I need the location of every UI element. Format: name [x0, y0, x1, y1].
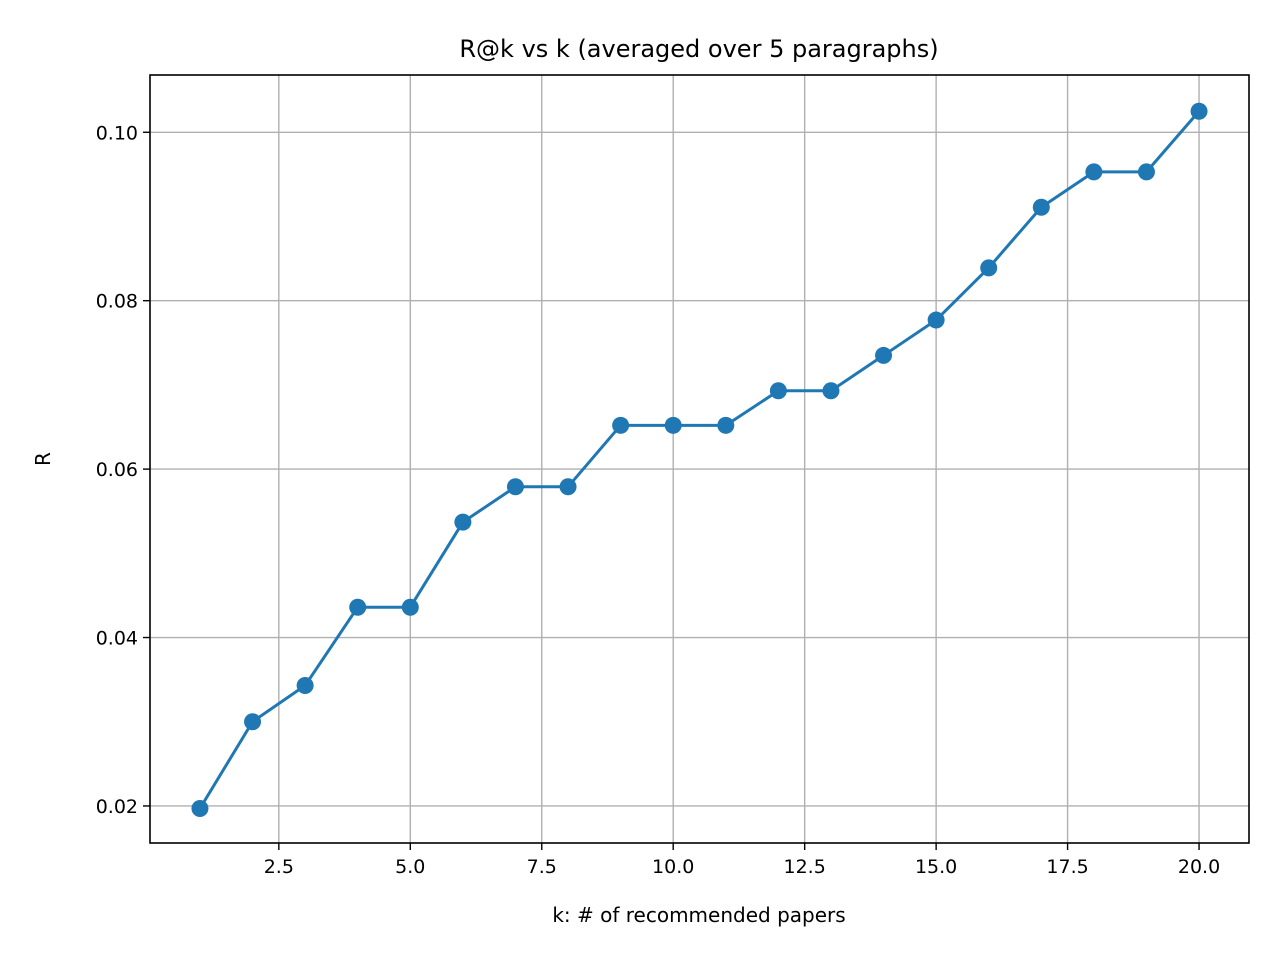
data-point	[1085, 163, 1103, 181]
data-point	[1190, 102, 1208, 120]
chart-title: R@k vs k (averaged over 5 paragraphs)	[459, 35, 938, 63]
y-tick-label: 0.10	[96, 122, 138, 144]
x-tick-label: 12.5	[784, 856, 826, 878]
y-tick-label: 0.02	[96, 796, 138, 818]
data-point	[980, 259, 998, 277]
x-tick-label: 17.5	[1046, 856, 1088, 878]
x-axis: 2.5 5.0 7.5 10.0 12.5 15.0 17.5 20.0	[264, 843, 1220, 878]
data-point	[875, 346, 893, 364]
data-point	[454, 513, 472, 531]
data-point	[717, 416, 735, 434]
x-tick-label: 2.5	[264, 856, 294, 878]
data-point	[664, 416, 682, 434]
y-tick-label: 0.06	[96, 459, 138, 481]
data-point	[559, 478, 577, 496]
plot-frame	[149, 74, 1250, 844]
data-point	[1032, 198, 1050, 216]
x-tick-label: 7.5	[527, 856, 557, 878]
y-axis: 0.02 0.04 0.06 0.08 0.10	[96, 122, 150, 818]
data-point	[927, 311, 945, 329]
data-point	[244, 713, 262, 731]
x-tick-label: 5.0	[395, 856, 425, 878]
y-tick-label: 0.08	[96, 291, 138, 313]
data-point	[191, 799, 209, 817]
x-axis-label: k: # of recommended papers	[552, 903, 845, 927]
series-line	[198, 110, 1201, 810]
y-tick-label: 0.04	[96, 628, 138, 650]
data-point	[1137, 163, 1155, 181]
x-tick-label: 15.0	[915, 856, 957, 878]
y-axis-label: R	[31, 452, 55, 466]
data-point	[822, 382, 840, 400]
data-point	[401, 598, 419, 616]
x-tick-label: 10.0	[652, 856, 694, 878]
data-point	[769, 382, 787, 400]
data-point	[612, 416, 630, 434]
data-point	[349, 598, 367, 616]
grid	[150, 75, 1249, 843]
series-group	[191, 102, 1208, 817]
data-point	[506, 478, 524, 496]
data-point	[296, 677, 314, 695]
x-tick-label: 20.0	[1178, 856, 1220, 878]
